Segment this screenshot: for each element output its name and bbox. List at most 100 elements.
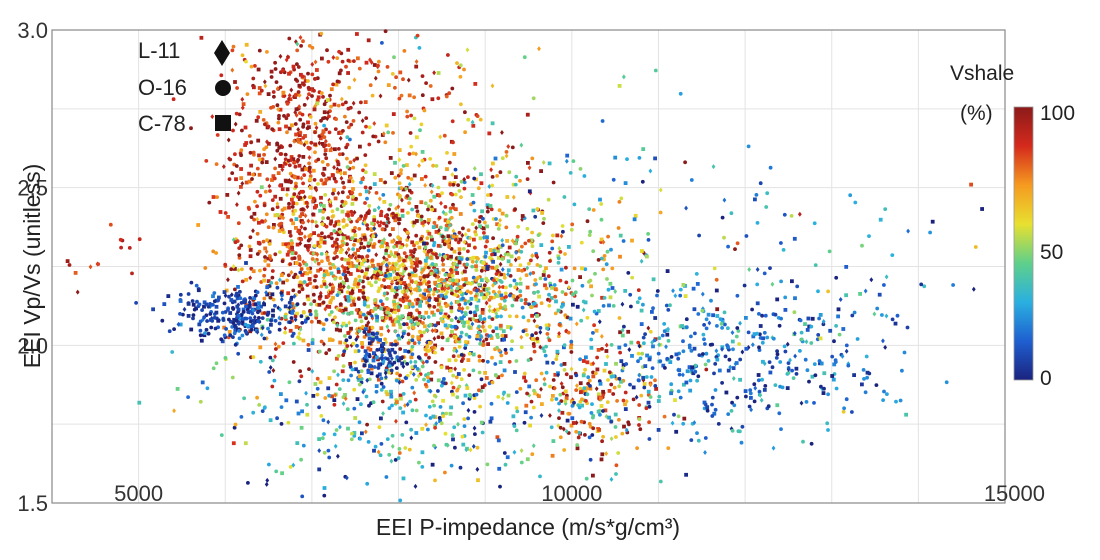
data-point [305, 204, 310, 210]
data-point [828, 328, 833, 333]
data-point [312, 107, 317, 112]
data-point [259, 332, 264, 338]
data-point [367, 281, 372, 286]
data-point [330, 244, 335, 248]
data-point [471, 317, 476, 321]
data-point [394, 251, 398, 256]
data-point [293, 314, 298, 319]
data-point [543, 283, 547, 288]
data-point [311, 394, 316, 398]
data-point [239, 243, 244, 248]
data-point [550, 246, 555, 251]
data-point [239, 148, 244, 153]
data-point [490, 265, 495, 270]
data-point [525, 265, 530, 271]
x-tick-label: 15000 [984, 481, 1045, 506]
data-point [398, 70, 403, 75]
data-point [218, 210, 223, 214]
data-point [581, 373, 586, 378]
data-point [300, 321, 305, 325]
data-point [402, 258, 406, 263]
data-point [755, 221, 760, 225]
data-point [688, 388, 693, 393]
data-point [326, 110, 330, 116]
data-point [620, 333, 625, 338]
data-point [504, 153, 509, 159]
data-point [803, 357, 808, 362]
data-point [642, 385, 647, 390]
data-point [359, 319, 364, 324]
data-point [324, 224, 329, 229]
data-point [227, 294, 231, 299]
data-point [491, 329, 496, 334]
data-point [364, 270, 369, 276]
data-point [299, 231, 304, 236]
data-point [530, 333, 535, 338]
data-point [848, 193, 853, 198]
data-point [399, 245, 403, 250]
data-point [511, 294, 516, 299]
data-point [391, 211, 395, 216]
data-point [361, 291, 366, 295]
data-point [319, 91, 324, 95]
data-point [401, 77, 405, 82]
data-point [463, 110, 467, 115]
data-point [544, 344, 548, 349]
data-point [425, 236, 430, 241]
data-point [127, 246, 132, 250]
data-point [273, 318, 278, 323]
legend-label-l11: L-11 [138, 38, 180, 63]
data-point [598, 412, 602, 417]
data-point [326, 386, 331, 391]
data-point [334, 248, 339, 253]
data-point [319, 118, 323, 123]
data-point [496, 249, 501, 254]
data-point [437, 193, 442, 198]
data-point [451, 182, 456, 187]
data-point [619, 196, 624, 201]
data-point [271, 225, 276, 230]
data-point [273, 341, 278, 347]
data-point [425, 344, 430, 349]
data-point [539, 169, 543, 173]
data-point [386, 357, 390, 361]
data-point [867, 234, 871, 239]
data-point [401, 296, 406, 300]
data-point [374, 389, 379, 394]
data-point [423, 174, 428, 179]
data-point [767, 360, 772, 364]
data-point [362, 235, 367, 240]
data-point [338, 302, 343, 306]
data-point [390, 403, 394, 408]
data-point [372, 351, 376, 355]
data-point [626, 271, 631, 275]
data-point [422, 330, 426, 335]
data-point [379, 326, 384, 331]
data-point [522, 55, 527, 60]
data-point [430, 328, 435, 334]
data-point [536, 290, 540, 294]
data-point [489, 401, 494, 406]
data-point [424, 413, 428, 418]
data-point [501, 395, 505, 401]
data-point [494, 310, 499, 316]
data-point [181, 312, 185, 317]
data-point [602, 368, 607, 373]
data-point [410, 408, 415, 413]
data-point [302, 142, 307, 148]
data-point [693, 369, 698, 374]
data-point [243, 125, 248, 130]
data-point [262, 203, 267, 208]
data-point [547, 298, 552, 304]
data-point [535, 314, 539, 318]
data-point [571, 292, 575, 297]
data-point [356, 349, 361, 353]
data-point [317, 302, 322, 307]
data-point [494, 326, 499, 331]
data-point [338, 284, 343, 289]
data-point [792, 330, 797, 336]
data-point [506, 268, 511, 273]
data-point [363, 170, 368, 175]
data-point [389, 252, 394, 257]
data-point [322, 493, 327, 498]
